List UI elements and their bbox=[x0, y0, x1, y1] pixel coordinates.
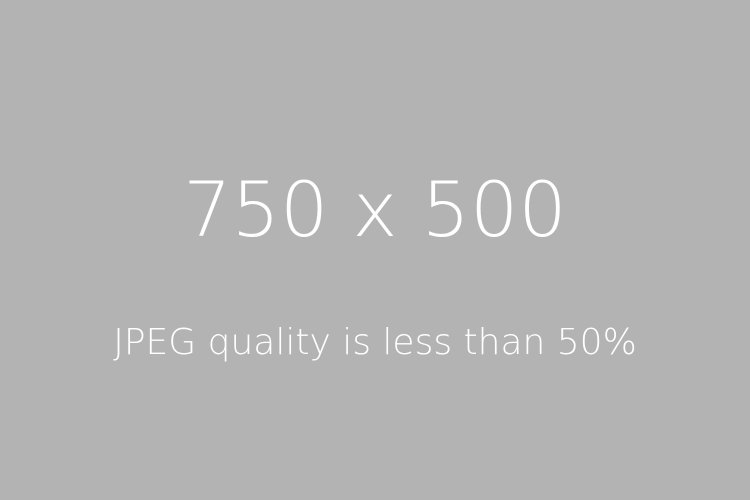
quality-caption: JPEG quality is less than 50% bbox=[113, 322, 637, 363]
dimensions-label: 750 x 500 bbox=[183, 165, 567, 254]
